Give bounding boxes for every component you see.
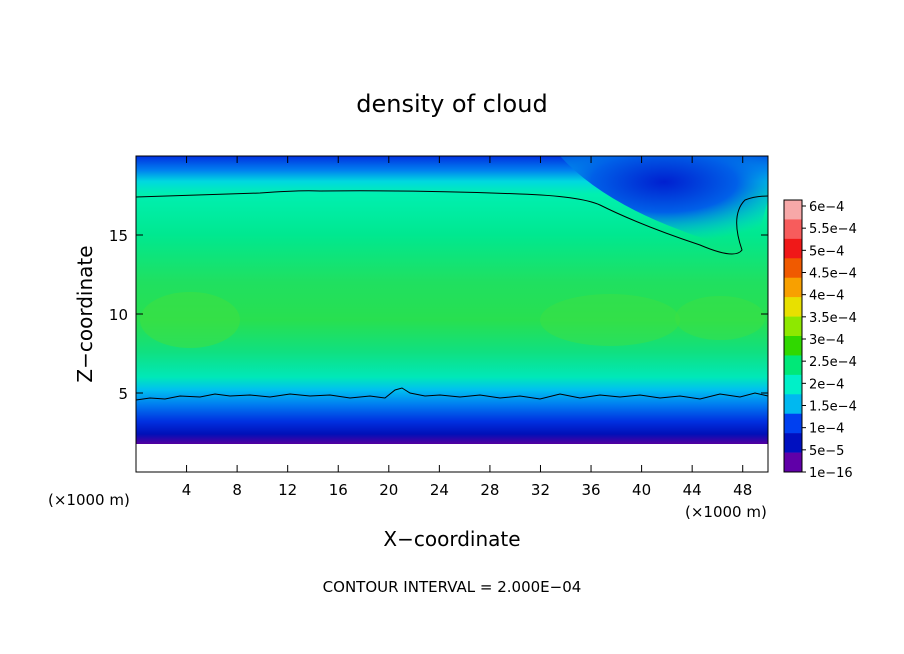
contour-interval-note: CONTOUR INTERVAL = 2.000E−04 — [323, 578, 582, 596]
x-tick-label: 24 — [430, 481, 449, 499]
colorbar-label: 5.5e−4 — [809, 222, 857, 237]
colorbar-swatch — [784, 413, 802, 434]
y-tick-label: 15 — [109, 227, 128, 245]
y-tick-label: 10 — [109, 306, 128, 324]
z-unit-label: (×1000 m) — [48, 491, 130, 509]
colorbar: 6e−4 5.5e−4 5e−4 4.5e−4 4e−4 3.5e−4 3e−4 2.5e−4… — [783, 199, 857, 481]
colorbar-swatch — [784, 394, 802, 415]
x-tick-label: 48 — [733, 481, 752, 499]
x-tick-label: 44 — [683, 481, 702, 499]
x-tick-label: 28 — [480, 481, 499, 499]
contour-upper — [136, 190, 768, 255]
colorbar-swatch — [784, 219, 802, 240]
chart-title: density of cloud — [356, 90, 547, 118]
colorbar-label: 1.5e−4 — [809, 400, 857, 415]
heatmap-field — [136, 156, 768, 472]
x-tick-label: 32 — [531, 481, 550, 499]
y-tick-label: 5 — [118, 385, 128, 403]
x-tick-label: 16 — [329, 481, 348, 499]
colorbar-label: 1e−4 — [809, 422, 844, 437]
colorbar-label: 4e−4 — [809, 289, 844, 304]
x-tick-label: 4 — [182, 481, 192, 499]
colorbar-label: 6e−4 — [809, 200, 844, 215]
colorbar-label: 2.5e−4 — [809, 355, 857, 370]
colorbar-swatch — [784, 200, 802, 220]
colorbar-label: 5e−5 — [809, 444, 844, 459]
colorbar-swatch — [784, 258, 802, 279]
y-axis-label: Z−coordinate — [73, 245, 97, 382]
contour-lower — [136, 387, 768, 401]
colorbar-swatch — [784, 336, 802, 356]
colorbar-swatch — [784, 374, 802, 395]
colorbar-label: 3e−4 — [809, 333, 844, 348]
colorbar-label: 3.5e−4 — [809, 311, 857, 326]
colorbar-swatch — [784, 316, 802, 337]
colorbar-label: 5e−4 — [809, 244, 844, 259]
x-tick-label: 20 — [379, 481, 398, 499]
y-axis: 5 10 15 — [109, 227, 768, 403]
x-tick-label: 36 — [581, 481, 600, 499]
colorbar-swatch — [784, 433, 802, 453]
x-tick-label: 12 — [278, 481, 297, 499]
x-tick-label: 40 — [632, 481, 651, 499]
colorbar-swatch — [784, 452, 802, 473]
colorbar-label: 4.5e−4 — [809, 267, 857, 282]
x-axis-label: X−coordinate — [383, 527, 520, 551]
colorbar-frame — [783, 199, 803, 473]
colorbar-swatch — [784, 355, 802, 376]
colorbar-swatch — [784, 277, 802, 298]
x-unit-label: (×1000 m) — [685, 503, 767, 521]
colorbar-swatch — [784, 297, 802, 317]
colorbar-label: 1e−16 — [809, 466, 853, 481]
colorbar-swatch — [784, 238, 802, 259]
x-tick-label: 8 — [232, 481, 242, 499]
colorbar-label: 2e−4 — [809, 377, 844, 392]
x-axis: 4 8 12 16 20 24 28 32 36 40 44 48 — [182, 156, 752, 499]
contour-lines — [136, 190, 768, 401]
